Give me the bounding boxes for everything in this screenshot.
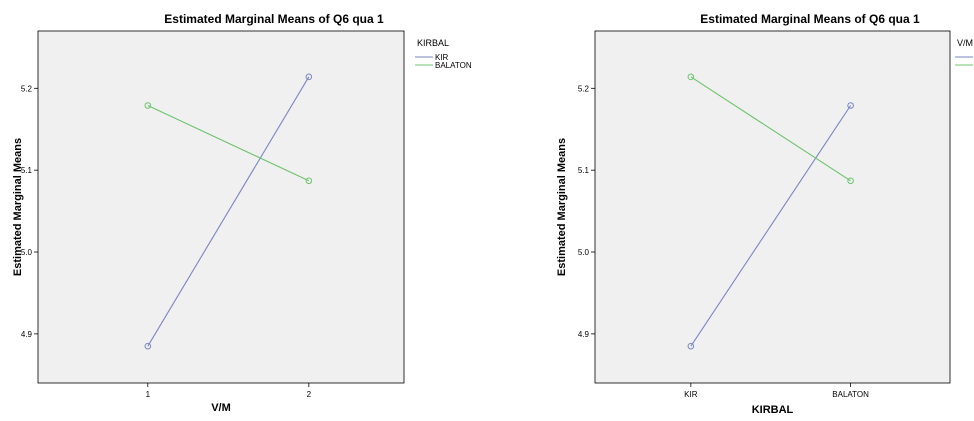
series-line-1 [690, 105, 852, 347]
data-point [305, 73, 313, 81]
legend-title: V/M [957, 38, 973, 48]
data-point [687, 73, 695, 81]
y-axis-title: Estimated Marginal Means [556, 138, 568, 276]
y-tick-label: 5.0 [21, 248, 33, 257]
x-tick-label: BALATON [832, 390, 869, 399]
y-axis-title: Estimated Marginal Means [12, 138, 24, 276]
plot-area [37, 30, 405, 384]
chart-2: Estimated Marginal Means of Q6 qua 1KIRB… [556, 12, 973, 416]
legend-title: KIRBAL [417, 38, 449, 48]
data-point [144, 342, 152, 350]
data-point [687, 342, 695, 350]
legend-label: KIR [435, 53, 449, 62]
y-tick-label: 5.1 [578, 166, 590, 175]
series-line-2 [147, 104, 310, 182]
data-point [847, 177, 854, 185]
y-tick-label: 4.9 [578, 330, 590, 339]
data-point [305, 177, 313, 185]
series-line-1 [147, 76, 310, 347]
plot-area [594, 30, 951, 384]
x-tick-label: KIR [684, 390, 698, 399]
chart-title: Estimated Marginal Means of Q6 qua 1 [700, 12, 920, 26]
x-tick-label: 1 [146, 390, 151, 399]
y-tick-label: 4.9 [21, 330, 33, 339]
y-tick-label: 5.1 [21, 166, 33, 175]
y-tick-label: 5.2 [578, 84, 590, 93]
x-axis-title: V/M [211, 402, 231, 414]
legend-label: BALATON [435, 61, 472, 70]
x-axis-title: KIRBAL [752, 404, 794, 416]
x-tick-label: 2 [307, 390, 312, 399]
chart-1: Estimated Marginal Means of Q6 qua 1 V/M E… [12, 12, 472, 414]
y-tick-label: 5.2 [21, 84, 33, 93]
series-line-2 [690, 76, 851, 182]
y-tick-label: 5.0 [578, 248, 590, 257]
data-point [847, 102, 854, 109]
data-point [144, 102, 152, 109]
legend: V/M12 [955, 38, 973, 66]
chart-title: Estimated Marginal Means of Q6 qua 1 [164, 12, 384, 26]
